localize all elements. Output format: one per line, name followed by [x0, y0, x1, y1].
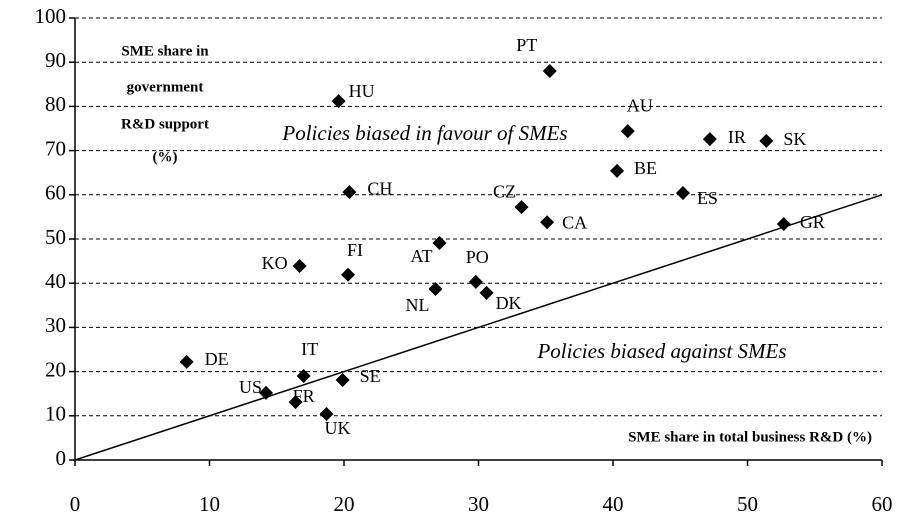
y-axis-title: SME share in government R&D support (%) [121, 43, 209, 165]
x-tick-label: 10 [199, 492, 220, 516]
point-label: SK [783, 129, 806, 149]
point-label: DK [496, 293, 522, 313]
point-label: AU [627, 95, 653, 115]
point-label: AT [410, 246, 432, 266]
point [542, 64, 557, 79]
y-tick-label: 0 [56, 446, 67, 470]
y-tick-label: 50 [45, 225, 66, 249]
point-label: DE [205, 349, 229, 369]
point-label: GR [800, 212, 825, 232]
point-label: BE [634, 158, 657, 178]
annotation: Policies biased against SMEs [536, 339, 786, 363]
x-axis-title: SME share in total business R&D (%) [628, 429, 872, 445]
point-label: IR [728, 127, 746, 147]
point-label: SE [360, 366, 381, 386]
y-axis-title-line: R&D support [121, 116, 209, 132]
x-tick-label: 0 [70, 492, 81, 516]
point [296, 369, 311, 384]
point [179, 354, 194, 369]
point [258, 385, 273, 400]
point-label: US [239, 377, 262, 397]
point-label: HU [349, 81, 375, 101]
y-axis-title-line: SME share in [121, 43, 209, 59]
point [759, 133, 774, 148]
point [468, 274, 483, 289]
point-label: IT [301, 339, 318, 359]
point [292, 258, 307, 273]
point [514, 200, 529, 215]
y-axis-title-line: (%) [153, 149, 178, 165]
point [319, 407, 334, 422]
point-label: FR [293, 386, 315, 406]
point [702, 132, 717, 147]
point-label: NL [405, 295, 429, 315]
y-tick-label: 20 [45, 357, 66, 381]
y-axis-title-line: government [127, 79, 204, 95]
x-tick-label: 50 [737, 492, 758, 516]
point-label: FI [347, 240, 363, 260]
y-tick-label: 30 [45, 313, 66, 337]
x-tick-label: 40 [603, 492, 624, 516]
point [341, 267, 356, 282]
y-tick-label: 80 [45, 92, 66, 116]
y-tick-label: 100 [35, 4, 67, 28]
x-tick-label: 60 [872, 492, 893, 516]
point [675, 186, 690, 201]
point [331, 94, 346, 109]
point-label: UK [325, 418, 351, 438]
point [620, 124, 635, 139]
reference-diagonal [74, 194, 883, 461]
point [288, 395, 303, 410]
point-label: ES [697, 188, 718, 208]
point-label: PT [516, 35, 537, 55]
y-tick-label: 90 [45, 48, 66, 72]
point [479, 285, 494, 300]
point-label: CA [562, 212, 587, 232]
point-label: PO [466, 247, 489, 267]
point [428, 281, 443, 296]
point [540, 215, 555, 230]
point [335, 372, 350, 387]
point [342, 185, 357, 200]
point [432, 235, 447, 250]
point-label: CH [367, 178, 392, 198]
x-tick-label: 20 [334, 492, 355, 516]
annotation: Policies biased in favour of SMEs [281, 121, 567, 145]
y-tick-label: 40 [45, 269, 66, 293]
x-tick-label: 30 [468, 492, 489, 516]
y-tick-label: 10 [45, 402, 66, 426]
point [776, 216, 791, 231]
point [610, 163, 625, 178]
y-tick-label: 60 [45, 181, 66, 205]
point-label: CZ [493, 181, 516, 201]
point-label: KO [262, 253, 288, 273]
y-tick-label: 70 [45, 136, 66, 160]
